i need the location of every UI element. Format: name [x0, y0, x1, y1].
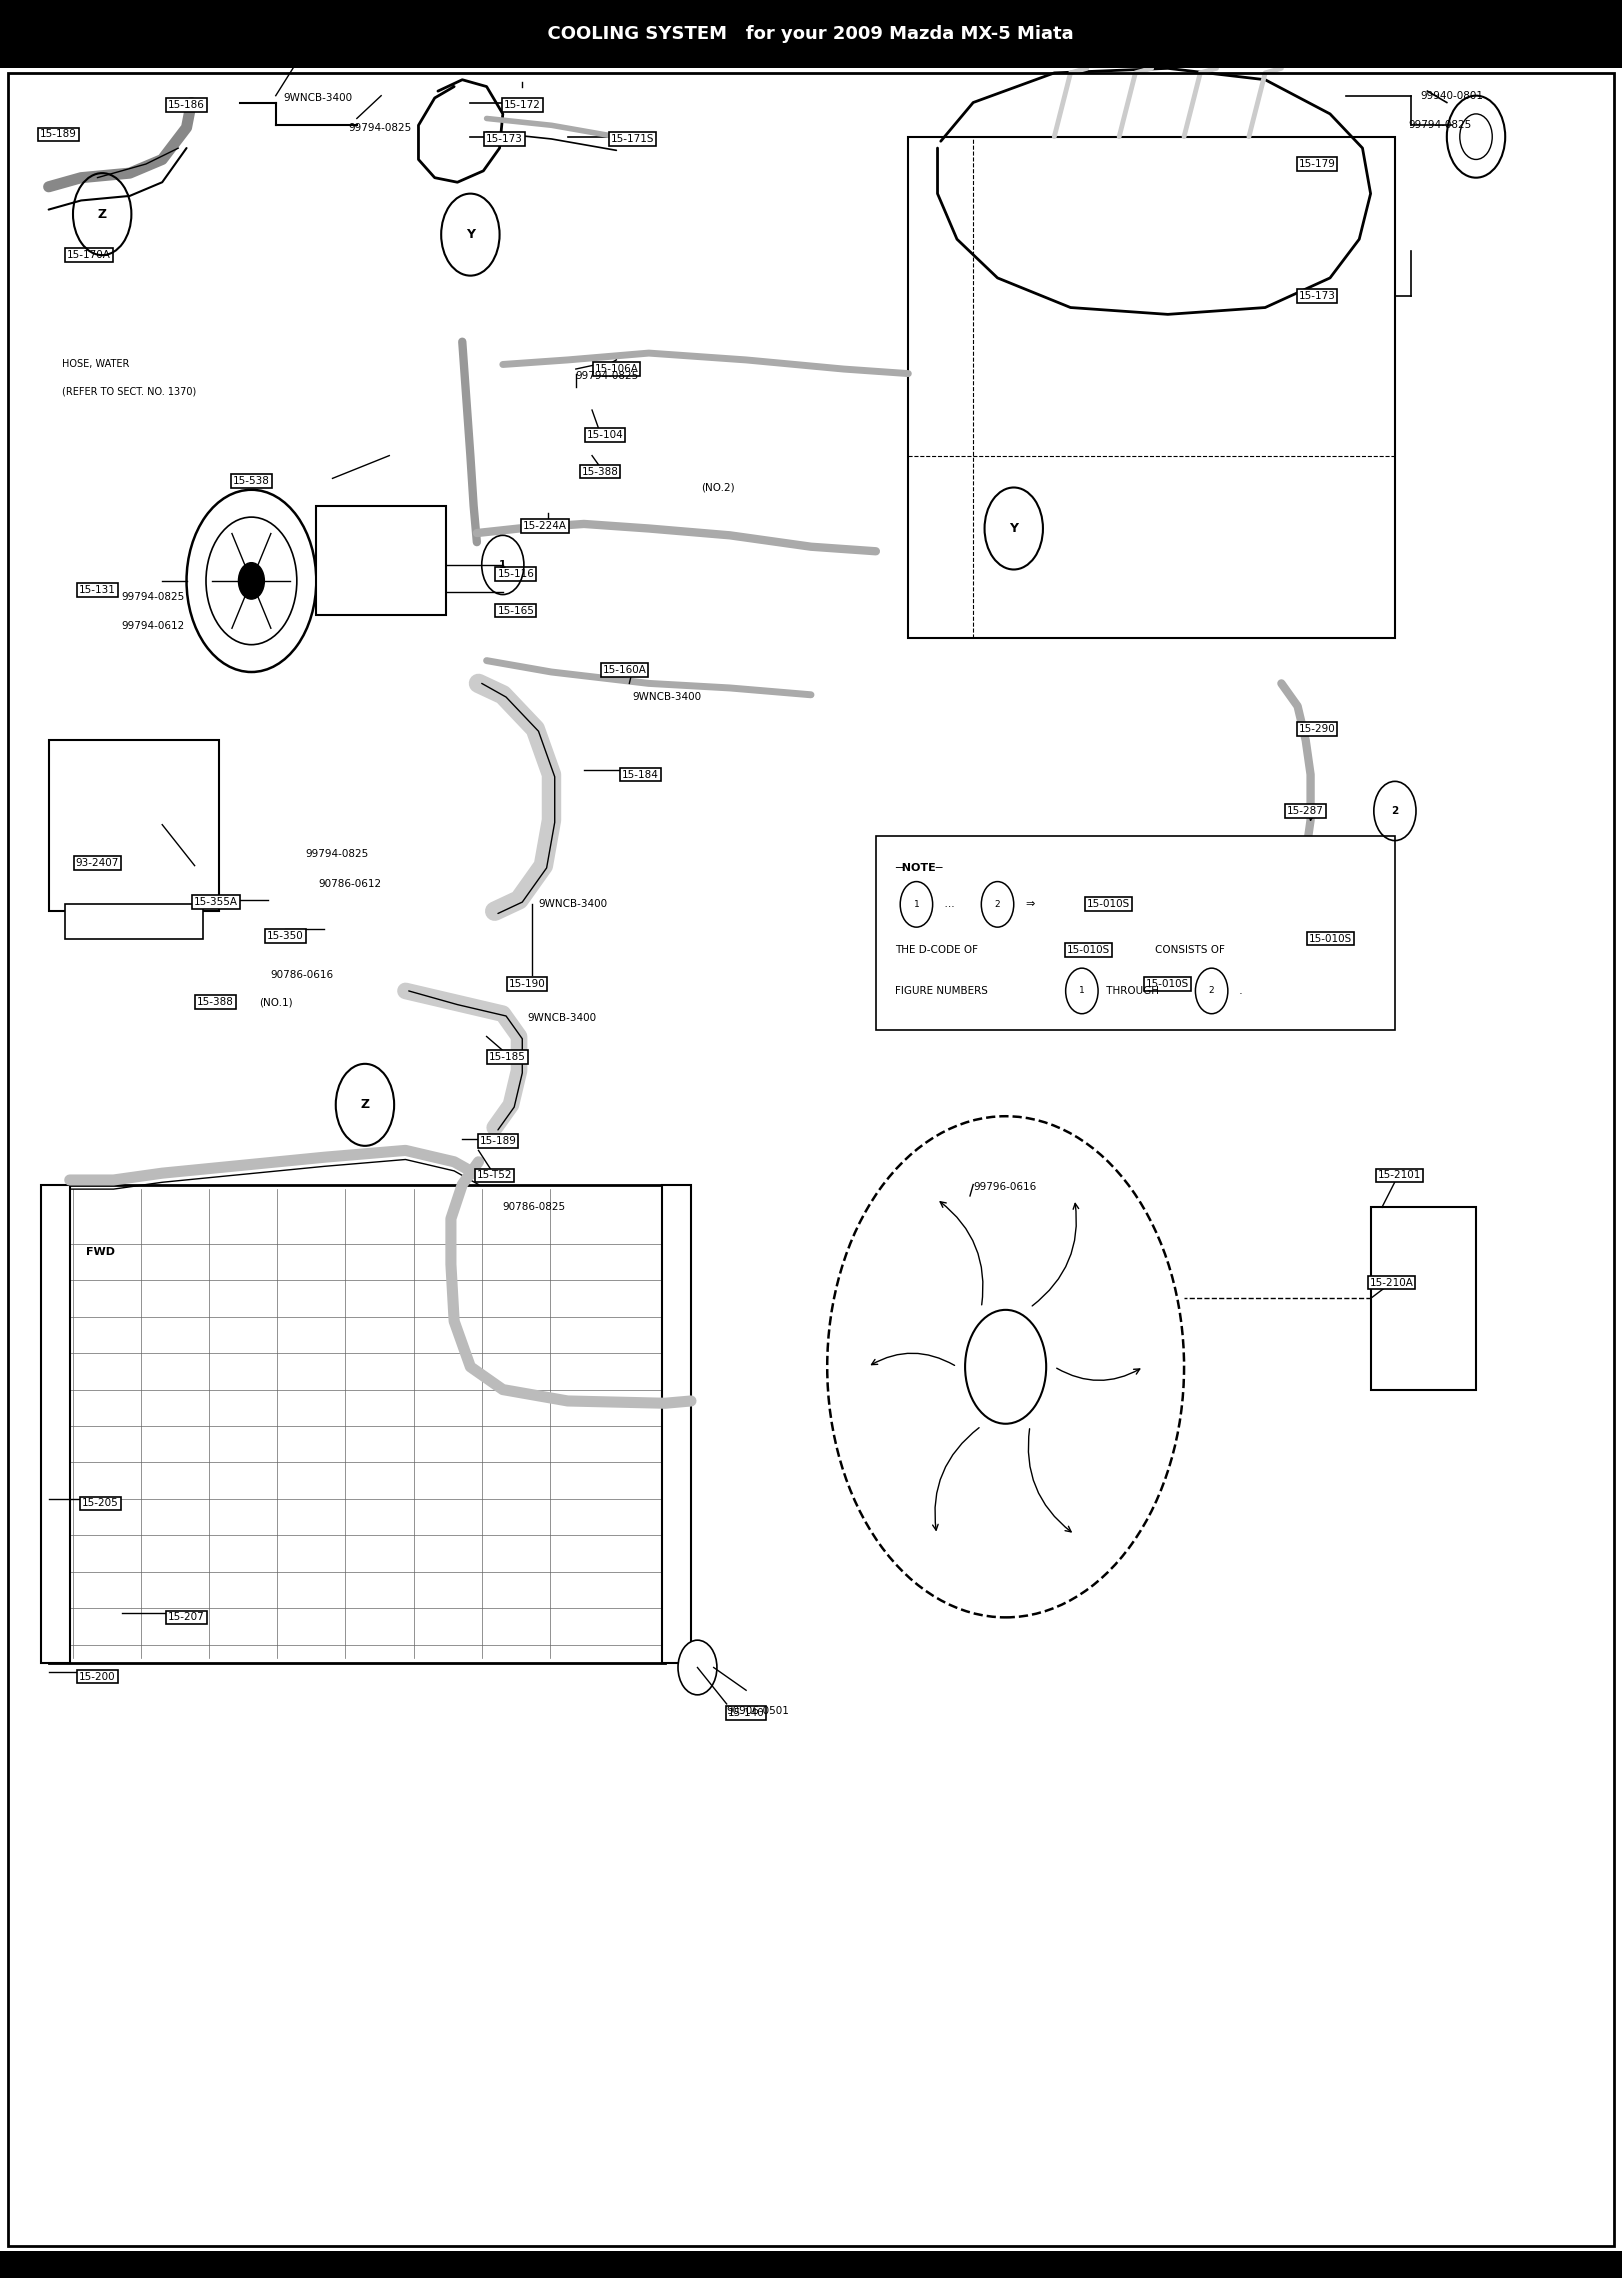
- Text: 15-388: 15-388: [198, 998, 234, 1007]
- Text: 15-290: 15-290: [1299, 724, 1335, 734]
- Text: 15-173: 15-173: [1299, 292, 1335, 301]
- Text: 9WNCB-3400: 9WNCB-3400: [284, 93, 354, 103]
- Circle shape: [238, 563, 264, 599]
- Text: 15-186: 15-186: [169, 100, 204, 109]
- Text: 15-010S: 15-010S: [1067, 945, 1111, 954]
- Text: 15-116: 15-116: [498, 570, 534, 579]
- Text: 9WNCB-3400: 9WNCB-3400: [527, 1014, 597, 1023]
- Text: 90906-0501: 90906-0501: [727, 1706, 790, 1715]
- Text: 15-160A: 15-160A: [602, 665, 647, 674]
- Text: 15-185: 15-185: [490, 1052, 526, 1062]
- Bar: [0, 2251, 1622, 2278]
- Text: 99940-0801: 99940-0801: [1421, 91, 1484, 100]
- Bar: [49, 740, 219, 911]
- Circle shape: [1447, 96, 1505, 178]
- Text: 90786-0612: 90786-0612: [318, 879, 381, 888]
- Text: 9WNCB-3400: 9WNCB-3400: [633, 693, 702, 702]
- Text: 15-171S: 15-171S: [611, 134, 654, 144]
- Text: 15-010S: 15-010S: [1309, 934, 1351, 943]
- Text: 9WNCB-3400: 9WNCB-3400: [539, 900, 608, 909]
- Text: 90786-0616: 90786-0616: [271, 970, 334, 980]
- Circle shape: [206, 517, 297, 645]
- Text: 99794-0825: 99794-0825: [305, 850, 368, 859]
- Text: 15-T52: 15-T52: [477, 1171, 513, 1180]
- Bar: [65, 904, 203, 939]
- Text: 15-165: 15-165: [498, 606, 534, 615]
- Text: COOLING SYSTEM   for your 2009 Mazda MX-5 Miata: COOLING SYSTEM for your 2009 Mazda MX-5 …: [535, 25, 1087, 43]
- Text: 15-179: 15-179: [1299, 159, 1335, 169]
- Text: 15-538: 15-538: [234, 476, 269, 485]
- Text: 15-2101: 15-2101: [1379, 1171, 1421, 1180]
- Text: 15-224A: 15-224A: [522, 522, 568, 531]
- Text: ─NOTE─: ─NOTE─: [895, 863, 942, 872]
- Text: 15-189: 15-189: [480, 1137, 516, 1146]
- Text: ...: ...: [938, 900, 960, 909]
- Text: 93-2407: 93-2407: [76, 859, 118, 868]
- Text: 2: 2: [1208, 986, 1215, 995]
- Text: 90786-0825: 90786-0825: [503, 1203, 566, 1212]
- Text: .: .: [1236, 986, 1242, 995]
- Text: Z: Z: [97, 207, 107, 221]
- Text: THE D-CODE OF: THE D-CODE OF: [895, 945, 978, 954]
- Text: Y: Y: [466, 228, 475, 241]
- Bar: [908, 137, 1395, 638]
- Text: 15-140: 15-140: [728, 1708, 764, 1718]
- Bar: [1371, 1207, 1476, 1390]
- Text: 15-010S: 15-010S: [1147, 980, 1189, 989]
- Text: 15-173: 15-173: [487, 134, 522, 144]
- Text: 15-106A: 15-106A: [594, 364, 639, 374]
- Text: 15-287: 15-287: [1288, 806, 1324, 816]
- Text: 15-355A: 15-355A: [193, 898, 238, 907]
- Bar: [0, 0, 1622, 68]
- Bar: [41, 1185, 70, 1663]
- Text: 15-200: 15-200: [79, 1672, 115, 1681]
- Bar: [876, 836, 1395, 1030]
- Text: CONSISTS OF: CONSISTS OF: [1155, 945, 1225, 954]
- Circle shape: [678, 1640, 717, 1695]
- Text: 1: 1: [1079, 986, 1085, 995]
- Text: 2: 2: [1392, 806, 1398, 816]
- Text: 99794-0825: 99794-0825: [1408, 121, 1471, 130]
- Text: 15-010S: 15-010S: [1087, 900, 1131, 909]
- Text: (REFER TO SECT. NO. 1370): (REFER TO SECT. NO. 1370): [62, 387, 196, 396]
- Text: 15-184: 15-184: [623, 770, 659, 779]
- Text: HOSE, WATER: HOSE, WATER: [62, 360, 130, 369]
- Text: 99794-0825: 99794-0825: [576, 371, 639, 380]
- Text: 99794-0825: 99794-0825: [122, 592, 185, 601]
- Bar: [662, 1185, 691, 1663]
- Text: 15-104: 15-104: [587, 431, 623, 440]
- Text: 15-210A: 15-210A: [1369, 1278, 1414, 1287]
- Circle shape: [1460, 114, 1492, 159]
- Text: 15-170A: 15-170A: [67, 251, 112, 260]
- Text: FWD: FWD: [86, 1248, 115, 1257]
- Text: FIGURE NUMBERS: FIGURE NUMBERS: [895, 986, 988, 995]
- Circle shape: [827, 1116, 1184, 1617]
- Text: 99794-0825: 99794-0825: [349, 123, 412, 132]
- Text: 15-189: 15-189: [41, 130, 76, 139]
- Text: (NO.2): (NO.2): [701, 483, 735, 492]
- Text: (NO.1): (NO.1): [260, 998, 294, 1007]
- Text: 1: 1: [500, 560, 506, 570]
- Text: 15-131: 15-131: [79, 585, 115, 595]
- Text: 15-190: 15-190: [509, 980, 545, 989]
- Text: 15-207: 15-207: [169, 1613, 204, 1622]
- Text: THROUGH: THROUGH: [1103, 986, 1163, 995]
- Text: Y: Y: [1009, 522, 1019, 535]
- Text: Z: Z: [360, 1098, 370, 1112]
- Bar: [49, 1185, 665, 1663]
- Circle shape: [965, 1310, 1046, 1424]
- Text: 99796-0616: 99796-0616: [973, 1182, 1036, 1191]
- Text: 2: 2: [994, 900, 1001, 909]
- Circle shape: [187, 490, 316, 672]
- Text: 15-172: 15-172: [504, 100, 540, 109]
- Text: 15-388: 15-388: [582, 467, 618, 476]
- Text: 15-350: 15-350: [268, 932, 303, 941]
- Text: 99794-0612: 99794-0612: [122, 622, 185, 631]
- Text: ⇒: ⇒: [1019, 900, 1041, 909]
- Bar: [316, 506, 446, 615]
- Text: 1: 1: [913, 900, 920, 909]
- Text: 15-205: 15-205: [83, 1499, 118, 1508]
